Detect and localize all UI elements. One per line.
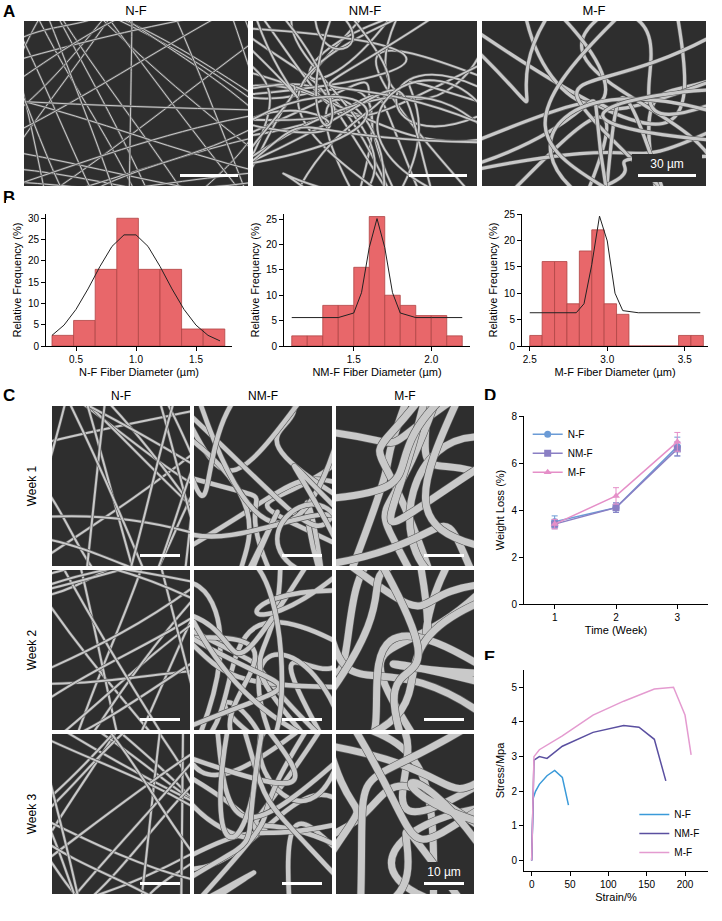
html-text:M-F: M-F [582, 3, 606, 18]
svg-text:3.0: 3.0 [600, 354, 614, 365]
html-text:B: B [3, 188, 16, 207]
svg-text:15: 15 [266, 264, 278, 275]
svg-text:Relative Frequency (%): Relative Frequency (%) [487, 223, 499, 338]
svg-text:50: 50 [564, 879, 576, 890]
svg-text:0.5: 0.5 [69, 354, 83, 365]
svg-text:5: 5 [33, 319, 39, 330]
html-text:NM-F: NM-F [248, 389, 278, 403]
svg-text:NM-F: NM-F [568, 448, 593, 459]
html-text:NM-F: NM-F [348, 3, 382, 18]
svg-text:20: 20 [266, 239, 278, 250]
svg-text:1.5: 1.5 [347, 354, 361, 365]
svg-text:N-F Fiber Diameter (µm): N-F Fiber Diameter (µm) [79, 366, 199, 378]
svg-text:20: 20 [504, 235, 516, 246]
svg-text:15: 15 [504, 261, 516, 272]
svg-text:N-F: N-F [674, 809, 691, 820]
svg-text:M-F: M-F [568, 467, 586, 478]
svg-text:200: 200 [677, 879, 694, 890]
svg-text:30 µm: 30 µm [650, 157, 684, 171]
svg-text:M-F: M-F [674, 847, 692, 858]
svg-text:Relative Frequency (%): Relative Frequency (%) [11, 223, 23, 338]
svg-text:15: 15 [28, 277, 40, 288]
svg-text:0: 0 [511, 599, 517, 610]
svg-text:10 µm: 10 µm [427, 865, 461, 879]
svg-text:0: 0 [33, 341, 39, 352]
svg-text:2.0: 2.0 [424, 354, 438, 365]
svg-text:M-F Fiber Diameter (µm): M-F Fiber Diameter (µm) [554, 366, 675, 378]
html-text:N-F: N-F [125, 3, 147, 18]
svg-text:30: 30 [28, 213, 40, 224]
svg-text:2: 2 [511, 786, 517, 797]
svg-text:25: 25 [28, 234, 40, 245]
svg-text:150: 150 [638, 879, 655, 890]
svg-text:0: 0 [529, 879, 535, 890]
html-text:D: D [484, 386, 497, 405]
html-text:M-F: M-F [394, 389, 416, 403]
svg-text:5: 5 [271, 315, 277, 326]
svg-text:N-F: N-F [568, 429, 585, 440]
svg-text:Stress/Mpa: Stress/Mpa [494, 742, 506, 799]
svg-text:1.0: 1.0 [129, 354, 143, 365]
svg-text:1.5: 1.5 [189, 354, 203, 365]
svg-text:NM-F Fiber Diameter (µm): NM-F Fiber Diameter (µm) [312, 366, 441, 378]
svg-text:2: 2 [511, 552, 517, 563]
svg-text:Time (Week): Time (Week) [585, 624, 647, 636]
svg-text:0: 0 [271, 341, 277, 352]
svg-text:10: 10 [504, 288, 516, 299]
svg-text:5: 5 [509, 314, 515, 325]
svg-text:1: 1 [511, 820, 517, 831]
svg-text:0: 0 [509, 341, 515, 352]
svg-text:3.5: 3.5 [678, 354, 692, 365]
svg-text:4: 4 [511, 716, 517, 727]
svg-text:6: 6 [511, 458, 517, 469]
html-text:A: A [3, 2, 16, 21]
html-text:N-F: N-F [111, 389, 131, 403]
svg-text:3: 3 [675, 612, 681, 623]
svg-text:25: 25 [504, 209, 516, 220]
svg-text:Relative Frequency (%): Relative Frequency (%) [249, 223, 261, 338]
svg-text:Week 2: Week 2 [25, 629, 39, 670]
svg-text:25: 25 [266, 214, 278, 225]
svg-text:8: 8 [511, 411, 517, 422]
svg-text:10: 10 [266, 290, 278, 301]
svg-text:Weight Loss (%): Weight Loss (%) [494, 470, 506, 551]
svg-text:Strain/%: Strain/% [595, 891, 637, 903]
svg-text:Week 1: Week 1 [25, 465, 39, 506]
svg-text:NM-F: NM-F [674, 828, 699, 839]
svg-text:2.5: 2.5 [523, 354, 537, 365]
svg-text:4: 4 [511, 505, 517, 516]
svg-text:100: 100 [600, 879, 617, 890]
svg-text:5: 5 [511, 682, 517, 693]
html-text:E: E [484, 648, 496, 667]
svg-text:1: 1 [552, 612, 558, 623]
svg-text:20: 20 [28, 255, 40, 266]
html-text:C: C [3, 386, 16, 405]
svg-text:10: 10 [28, 298, 40, 309]
svg-text:Week 3: Week 3 [25, 793, 39, 834]
svg-text:0: 0 [511, 855, 517, 866]
svg-text:2: 2 [613, 612, 619, 623]
svg-text:3: 3 [511, 751, 517, 762]
